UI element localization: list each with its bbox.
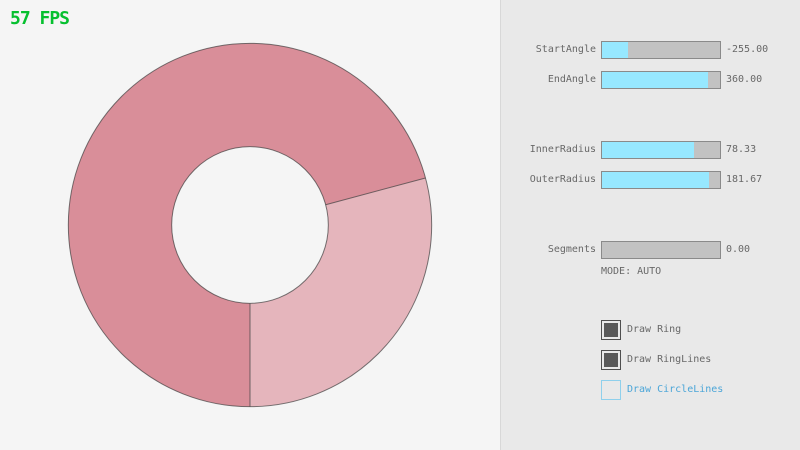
draw-circlelines-checkbox-row: Draw CircleLines (601, 380, 791, 400)
draw-ringlines-checkbox-row: Draw RingLines (601, 350, 791, 370)
slider-row-start-angle: StartAngle -255.00 (501, 40, 800, 60)
start-angle-value: -255.00 (726, 44, 769, 55)
outer-radius-value: 181.67 (726, 174, 763, 185)
segments-value: 0.00 (726, 244, 751, 255)
outer-radius-slider[interactable] (601, 171, 721, 189)
controls-panel: StartAngle -255.00 EndAngle 360.00 Inner… (500, 0, 800, 450)
ring-chart (67, 42, 433, 408)
end-angle-label: EndAngle (547, 74, 596, 85)
slider-fill (602, 72, 709, 88)
inner-radius-slider[interactable] (601, 141, 721, 159)
draw-ring-checkbox-row: Draw Ring (601, 320, 791, 340)
outer-radius-label: OuterRadius (529, 174, 596, 185)
draw-ring-checkbox[interactable] (601, 320, 621, 340)
slider-row-inner-radius: InnerRadius 78.33 (501, 140, 800, 160)
draw-circlelines-label: Draw CircleLines (627, 384, 724, 395)
slider-row-end-angle: EndAngle 360.00 (501, 70, 800, 90)
slider-row-outer-radius: OuterRadius 181.67 (501, 170, 800, 190)
start-angle-slider[interactable] (601, 41, 721, 59)
inner-radius-label: InnerRadius (529, 144, 596, 155)
mode-text: MODE: AUTO (601, 266, 662, 277)
segments-label: Segments (547, 244, 596, 255)
inner-radius-value: 78.33 (726, 144, 757, 155)
slider-fill (602, 172, 710, 188)
draw-ringlines-checkbox[interactable] (601, 350, 621, 370)
slider-row-segments: Segments 0.00 (501, 240, 800, 260)
slider-fill (602, 42, 628, 58)
draw-ring-label: Draw Ring (627, 324, 682, 335)
start-angle-label: StartAngle (535, 44, 596, 55)
draw-circlelines-checkbox[interactable] (601, 380, 621, 400)
fps-counter: 57 FPS (10, 8, 70, 29)
end-angle-slider[interactable] (601, 71, 721, 89)
slider-fill (602, 142, 695, 158)
segments-slider[interactable] (601, 241, 721, 259)
end-angle-value: 360.00 (726, 74, 763, 85)
draw-ringlines-label: Draw RingLines (627, 354, 712, 365)
